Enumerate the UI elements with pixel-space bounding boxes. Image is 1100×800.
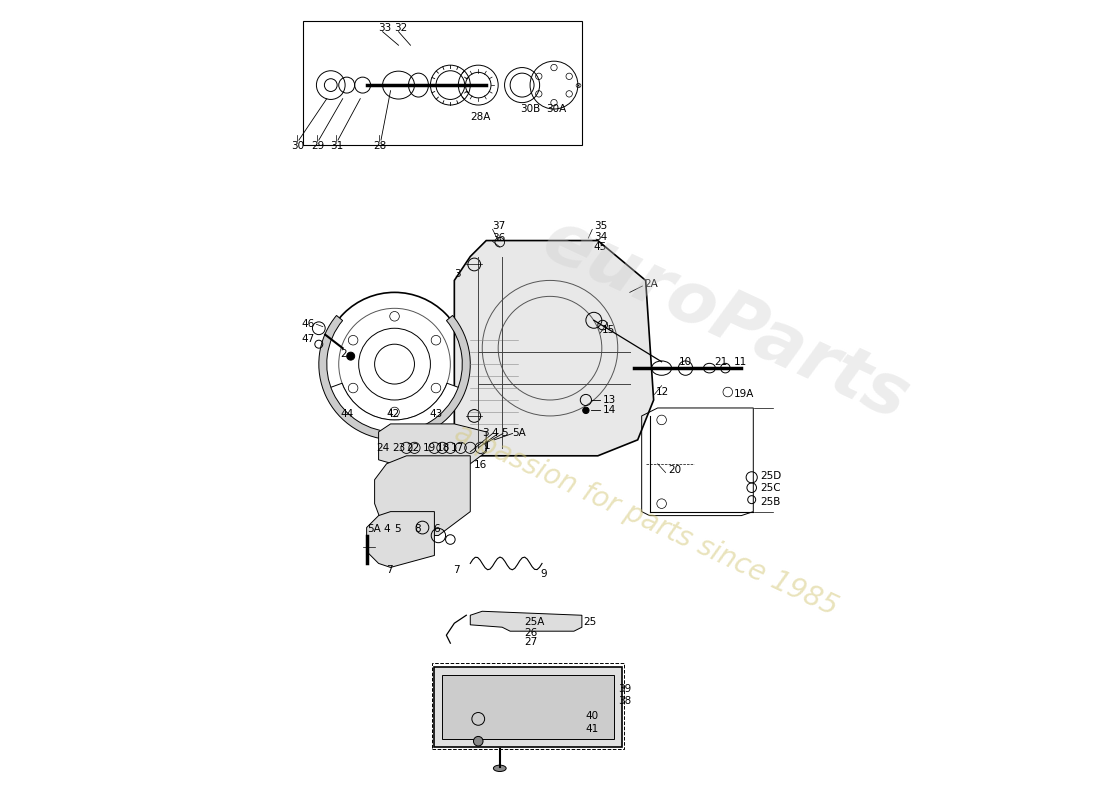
Text: 40: 40 — [586, 711, 600, 722]
Text: 8: 8 — [415, 524, 421, 534]
Text: 24: 24 — [376, 443, 389, 453]
Text: 45: 45 — [594, 242, 607, 252]
Text: a passion for parts since 1985: a passion for parts since 1985 — [450, 418, 842, 621]
Ellipse shape — [494, 765, 506, 771]
Text: 20: 20 — [668, 465, 681, 475]
Bar — [442, 675, 614, 739]
Text: 11: 11 — [734, 357, 747, 366]
Text: 10: 10 — [679, 357, 692, 366]
Text: 21: 21 — [714, 357, 727, 366]
Text: 7: 7 — [453, 565, 460, 575]
Text: 17: 17 — [451, 443, 464, 453]
Text: 14: 14 — [603, 406, 616, 415]
Text: 47: 47 — [301, 334, 315, 344]
Text: 35: 35 — [594, 222, 607, 231]
Text: 30A: 30A — [546, 104, 566, 114]
Polygon shape — [378, 424, 486, 468]
Text: 25B: 25B — [760, 497, 781, 507]
Text: 12: 12 — [656, 387, 669, 397]
Text: 28A: 28A — [471, 112, 491, 122]
Text: 27: 27 — [525, 638, 538, 647]
Text: 18: 18 — [437, 443, 450, 453]
Text: 4: 4 — [384, 524, 390, 534]
Text: 25A: 25A — [525, 617, 544, 626]
Text: 6: 6 — [433, 524, 440, 534]
Text: 34: 34 — [594, 231, 607, 242]
Text: 25C: 25C — [760, 482, 781, 493]
Text: 37: 37 — [493, 222, 506, 231]
Wedge shape — [327, 383, 462, 436]
Text: 44: 44 — [340, 409, 353, 418]
Text: 19: 19 — [422, 443, 436, 453]
Text: 26: 26 — [525, 628, 538, 638]
Text: 16: 16 — [474, 460, 487, 470]
Text: 4: 4 — [492, 429, 498, 438]
Polygon shape — [375, 456, 471, 535]
Bar — [302, 22, 582, 145]
Text: 43: 43 — [430, 409, 443, 418]
Text: 23: 23 — [392, 443, 406, 453]
Text: 5: 5 — [395, 524, 402, 534]
Text: 25D: 25D — [760, 470, 782, 481]
Circle shape — [473, 737, 483, 746]
Text: 2: 2 — [340, 349, 346, 358]
Text: 5A: 5A — [367, 524, 382, 534]
Text: 5A: 5A — [512, 429, 526, 438]
Text: 19A: 19A — [734, 389, 754, 398]
Text: 2A: 2A — [645, 278, 658, 289]
Text: 3: 3 — [454, 269, 461, 279]
Text: 9: 9 — [540, 569, 547, 578]
Bar — [434, 667, 621, 746]
Bar — [432, 663, 624, 749]
Text: 32: 32 — [395, 22, 408, 33]
Text: 7: 7 — [386, 565, 393, 575]
Text: 5: 5 — [502, 429, 508, 438]
Text: 1: 1 — [484, 442, 491, 451]
Text: 39: 39 — [618, 683, 631, 694]
Text: 29: 29 — [311, 142, 324, 151]
Polygon shape — [471, 611, 582, 631]
Text: 25: 25 — [583, 617, 596, 626]
Text: 42: 42 — [386, 409, 399, 418]
Text: 3: 3 — [482, 429, 488, 438]
Polygon shape — [366, 512, 434, 567]
Text: 38: 38 — [618, 695, 631, 706]
Text: $\otimes$: $\otimes$ — [574, 81, 582, 90]
Circle shape — [583, 407, 590, 414]
Text: 30B: 30B — [519, 104, 540, 114]
Text: 31: 31 — [330, 142, 343, 151]
Text: euroParts: euroParts — [531, 206, 920, 435]
Text: 46: 46 — [301, 319, 315, 330]
Polygon shape — [454, 241, 653, 456]
Text: 30: 30 — [290, 142, 304, 151]
Text: 15: 15 — [602, 325, 615, 335]
Text: 28: 28 — [373, 142, 386, 151]
Circle shape — [346, 352, 354, 360]
Text: 33: 33 — [378, 22, 392, 33]
Wedge shape — [319, 315, 471, 440]
Text: 41: 41 — [586, 724, 600, 734]
Text: 36: 36 — [493, 233, 506, 243]
Text: 22: 22 — [407, 443, 420, 453]
Text: 13: 13 — [603, 395, 616, 405]
